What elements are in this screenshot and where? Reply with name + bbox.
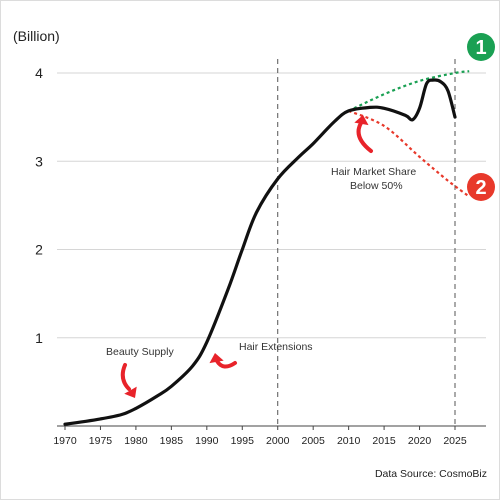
arrow-hair-market-share bbox=[354, 115, 373, 153]
arrow-beauty-supply bbox=[120, 363, 137, 398]
annotation-hair-market-share-line1: Hair Market Share bbox=[331, 166, 416, 178]
x-tick-label-1970: 1970 bbox=[53, 435, 77, 447]
x-tick-label-2010: 2010 bbox=[337, 435, 361, 447]
x-axis-ticks: 1970 1975 1980 1985 1990 1995 2000 2005 2010 2015… bbox=[53, 426, 467, 447]
y-axis-ticks: 1 2 3 4 bbox=[35, 65, 43, 346]
arrow-hair-market-share-shaft bbox=[356, 121, 373, 153]
projection-badge-1-label: 1 bbox=[475, 37, 486, 59]
projection-line-1 bbox=[348, 70, 470, 112]
x-tick-label-2005: 2005 bbox=[302, 435, 326, 447]
y-axis-label: (Billion) bbox=[13, 28, 60, 44]
y-tick-label-1: 1 bbox=[35, 330, 43, 346]
y-tick-label-3: 3 bbox=[35, 153, 43, 169]
y-tick-label-2: 2 bbox=[35, 242, 43, 258]
arrow-hair-extensions-shaft bbox=[215, 359, 237, 369]
projection-line-2 bbox=[348, 109, 470, 198]
x-tick-label-2015: 2015 bbox=[372, 435, 396, 447]
arrow-hair-market-share-head bbox=[354, 115, 369, 126]
series-layer bbox=[63, 78, 457, 426]
arrow-hair-extensions-head bbox=[209, 353, 224, 364]
x-tick-label-1985: 1985 bbox=[160, 435, 184, 447]
x-tick-label-2020: 2020 bbox=[408, 435, 432, 447]
projection-badge-2-label: 2 bbox=[475, 177, 486, 199]
series-line-1 bbox=[63, 78, 457, 426]
projection-badge-2: 2 bbox=[467, 173, 495, 201]
x-tick-label-2025: 2025 bbox=[443, 435, 467, 447]
annotation-hair-extensions: Hair Extensions bbox=[239, 341, 313, 353]
x-tick-label-1995: 1995 bbox=[231, 435, 255, 447]
x-tick-label-1975: 1975 bbox=[89, 435, 113, 447]
data-source: Data Source: CosmoBiz bbox=[375, 468, 487, 480]
annotation-arrows bbox=[120, 115, 373, 398]
annotation-hair-market-share-line2: Below 50% bbox=[350, 180, 403, 192]
projection-badge-1: 1 bbox=[467, 33, 495, 61]
arrow-hair-extensions bbox=[209, 353, 237, 369]
arrow-beauty-supply-head bbox=[124, 386, 137, 398]
arrow-beauty-supply-shaft bbox=[120, 363, 131, 391]
projection-lines bbox=[348, 70, 470, 198]
x-tick-label-2000: 2000 bbox=[266, 435, 290, 447]
y-tick-label-4: 4 bbox=[35, 65, 43, 81]
x-tick-label-1980: 1980 bbox=[124, 435, 148, 447]
annotation-beauty-supply: Beauty Supply bbox=[106, 346, 174, 358]
x-tick-label-1990: 1990 bbox=[195, 435, 219, 447]
reference-lines bbox=[277, 59, 456, 426]
gridlines bbox=[57, 72, 486, 427]
